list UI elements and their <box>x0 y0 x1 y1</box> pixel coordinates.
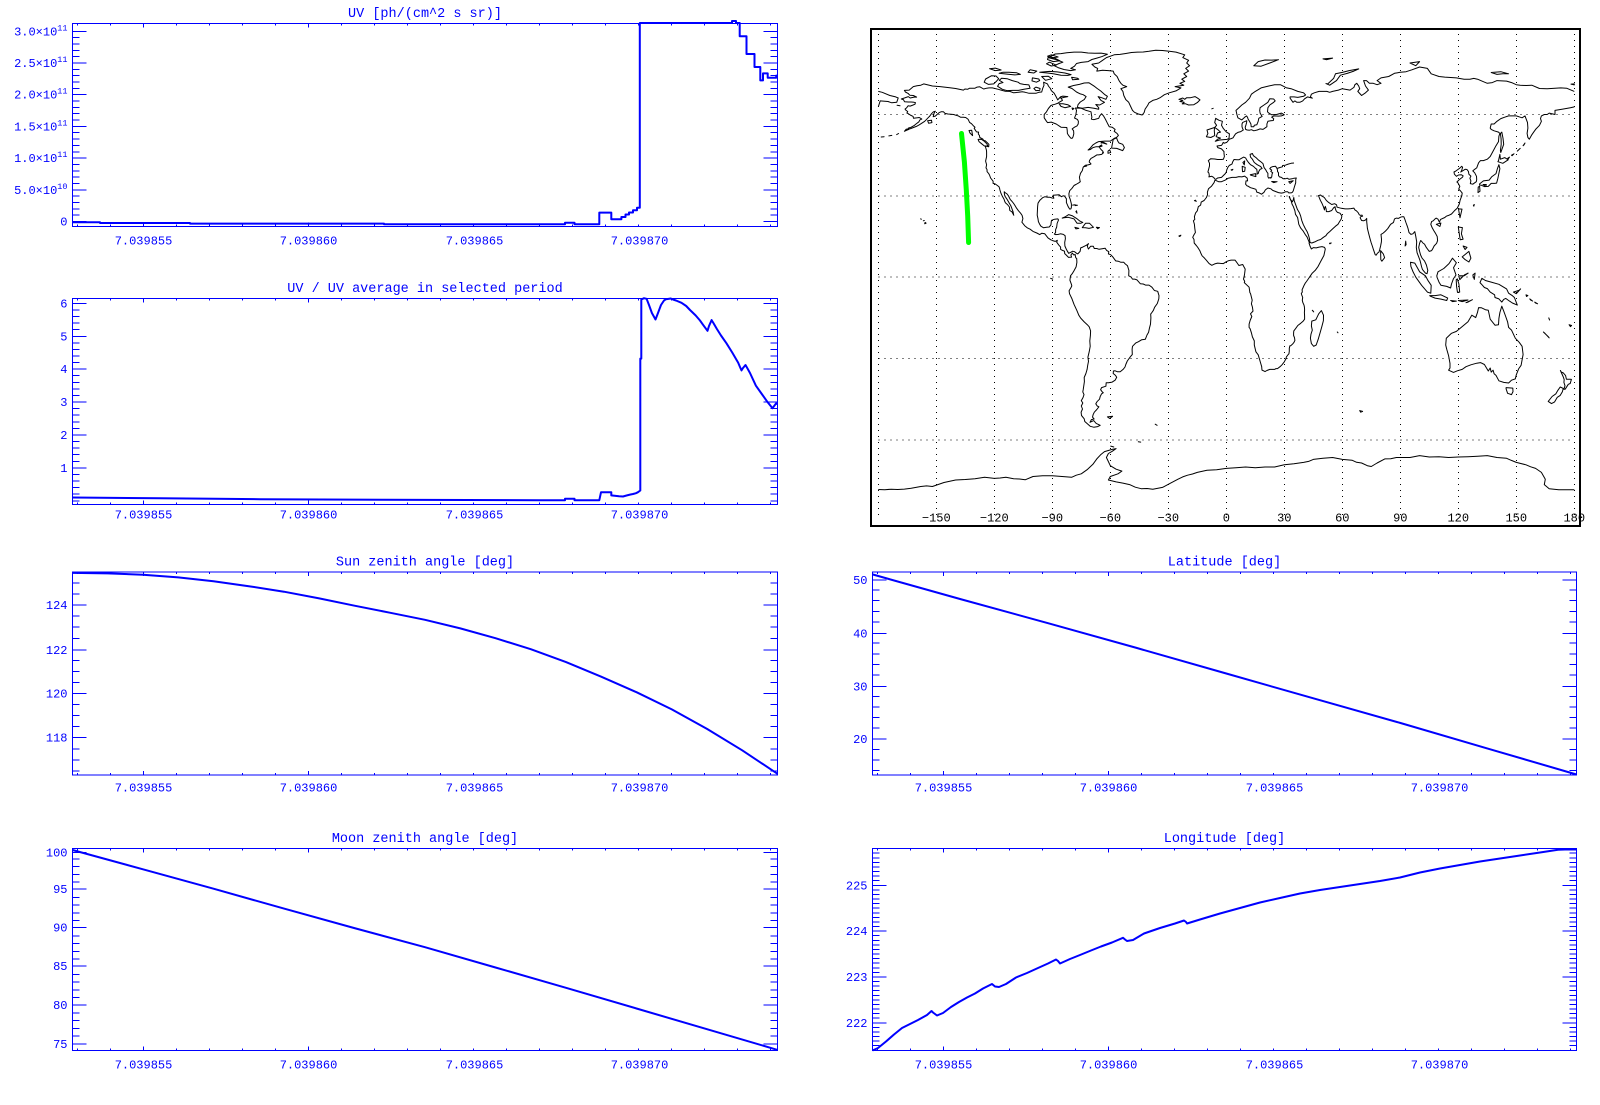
svg-text:90: 90 <box>53 921 67 935</box>
svg-text:0: 0 <box>60 216 67 230</box>
svg-text:7.039865: 7.039865 <box>446 235 504 249</box>
svg-text:40: 40 <box>853 627 867 641</box>
svg-text:7.039865: 7.039865 <box>1246 1059 1304 1073</box>
svg-text:UV [ph/(cm^2 s sr)]: UV [ph/(cm^2 s sr)] <box>348 7 502 22</box>
svg-text:6: 6 <box>60 297 67 311</box>
svg-text:−90: −90 <box>1041 512 1063 526</box>
svg-text:−60: −60 <box>1099 512 1121 526</box>
svg-text:5.0×1010: 5.0×1010 <box>14 182 67 198</box>
svg-text:7.039860: 7.039860 <box>280 235 338 249</box>
svg-text:7.039870: 7.039870 <box>611 1059 669 1073</box>
svg-text:50: 50 <box>853 574 867 588</box>
svg-text:7.039865: 7.039865 <box>446 509 504 523</box>
svg-text:95: 95 <box>53 883 67 897</box>
svg-text:7.039870: 7.039870 <box>611 509 669 523</box>
svg-text:225: 225 <box>846 879 868 893</box>
svg-text:150: 150 <box>1505 512 1527 526</box>
svg-text:7.039860: 7.039860 <box>1080 1059 1138 1073</box>
svg-text:2: 2 <box>60 429 67 443</box>
svg-text:30: 30 <box>1277 512 1291 526</box>
svg-text:85: 85 <box>53 960 67 974</box>
svg-text:UV / UV average in selected pe: UV / UV average in selected period <box>287 282 562 297</box>
svg-text:90: 90 <box>1393 512 1407 526</box>
svg-text:3.0×1011: 3.0×1011 <box>14 23 67 39</box>
svg-text:−150: −150 <box>922 512 951 526</box>
svg-text:7.039855: 7.039855 <box>115 782 173 796</box>
svg-text:7.039860: 7.039860 <box>280 509 338 523</box>
svg-text:7.039855: 7.039855 <box>115 235 173 249</box>
svg-text:224: 224 <box>846 925 868 939</box>
svg-text:7.039870: 7.039870 <box>1411 1059 1469 1073</box>
svg-text:3: 3 <box>60 396 67 410</box>
svg-text:180: 180 <box>1563 512 1585 526</box>
svg-text:7.039870: 7.039870 <box>1411 782 1469 796</box>
svg-text:−120: −120 <box>980 512 1009 526</box>
svg-text:118: 118 <box>46 732 68 746</box>
svg-text:122: 122 <box>46 644 68 658</box>
svg-text:7.039855: 7.039855 <box>915 1059 973 1073</box>
svg-text:−30: −30 <box>1157 512 1179 526</box>
svg-text:20: 20 <box>853 733 867 747</box>
svg-text:80: 80 <box>53 999 67 1013</box>
svg-text:Longitude [deg]: Longitude [deg] <box>1164 832 1286 847</box>
svg-text:Latitude [deg]: Latitude [deg] <box>1168 556 1281 571</box>
svg-text:1.5×1011: 1.5×1011 <box>14 118 67 134</box>
svg-text:75: 75 <box>53 1038 67 1052</box>
svg-text:1: 1 <box>60 462 67 476</box>
svg-text:0: 0 <box>1223 512 1230 526</box>
svg-text:7.039865: 7.039865 <box>1246 782 1304 796</box>
svg-text:4: 4 <box>60 363 67 377</box>
svg-text:7.039855: 7.039855 <box>115 1059 173 1073</box>
svg-text:60: 60 <box>1335 512 1349 526</box>
svg-text:7.039865: 7.039865 <box>446 782 504 796</box>
svg-text:2.0×1011: 2.0×1011 <box>14 87 67 103</box>
svg-text:30: 30 <box>853 681 867 695</box>
svg-text:2.5×1011: 2.5×1011 <box>14 55 67 71</box>
svg-text:7.039860: 7.039860 <box>280 1059 338 1073</box>
svg-text:124: 124 <box>46 599 68 613</box>
svg-text:7.039870: 7.039870 <box>611 235 669 249</box>
svg-text:7.039855: 7.039855 <box>115 509 173 523</box>
svg-text:223: 223 <box>846 971 868 985</box>
svg-text:7.039860: 7.039860 <box>1080 782 1138 796</box>
svg-text:1.0×1011: 1.0×1011 <box>14 150 67 166</box>
svg-text:7.039860: 7.039860 <box>280 782 338 796</box>
svg-text:120: 120 <box>1447 512 1469 526</box>
svg-text:100: 100 <box>46 846 68 860</box>
svg-text:5: 5 <box>60 330 67 344</box>
svg-text:7.039855: 7.039855 <box>915 782 973 796</box>
svg-text:Sun zenith angle [deg]: Sun zenith angle [deg] <box>336 556 514 571</box>
svg-text:222: 222 <box>846 1017 868 1031</box>
svg-text:7.039870: 7.039870 <box>611 782 669 796</box>
svg-text:120: 120 <box>46 688 68 702</box>
svg-text:7.039865: 7.039865 <box>446 1059 504 1073</box>
svg-text:Moon zenith angle [deg]: Moon zenith angle [deg] <box>332 832 518 847</box>
